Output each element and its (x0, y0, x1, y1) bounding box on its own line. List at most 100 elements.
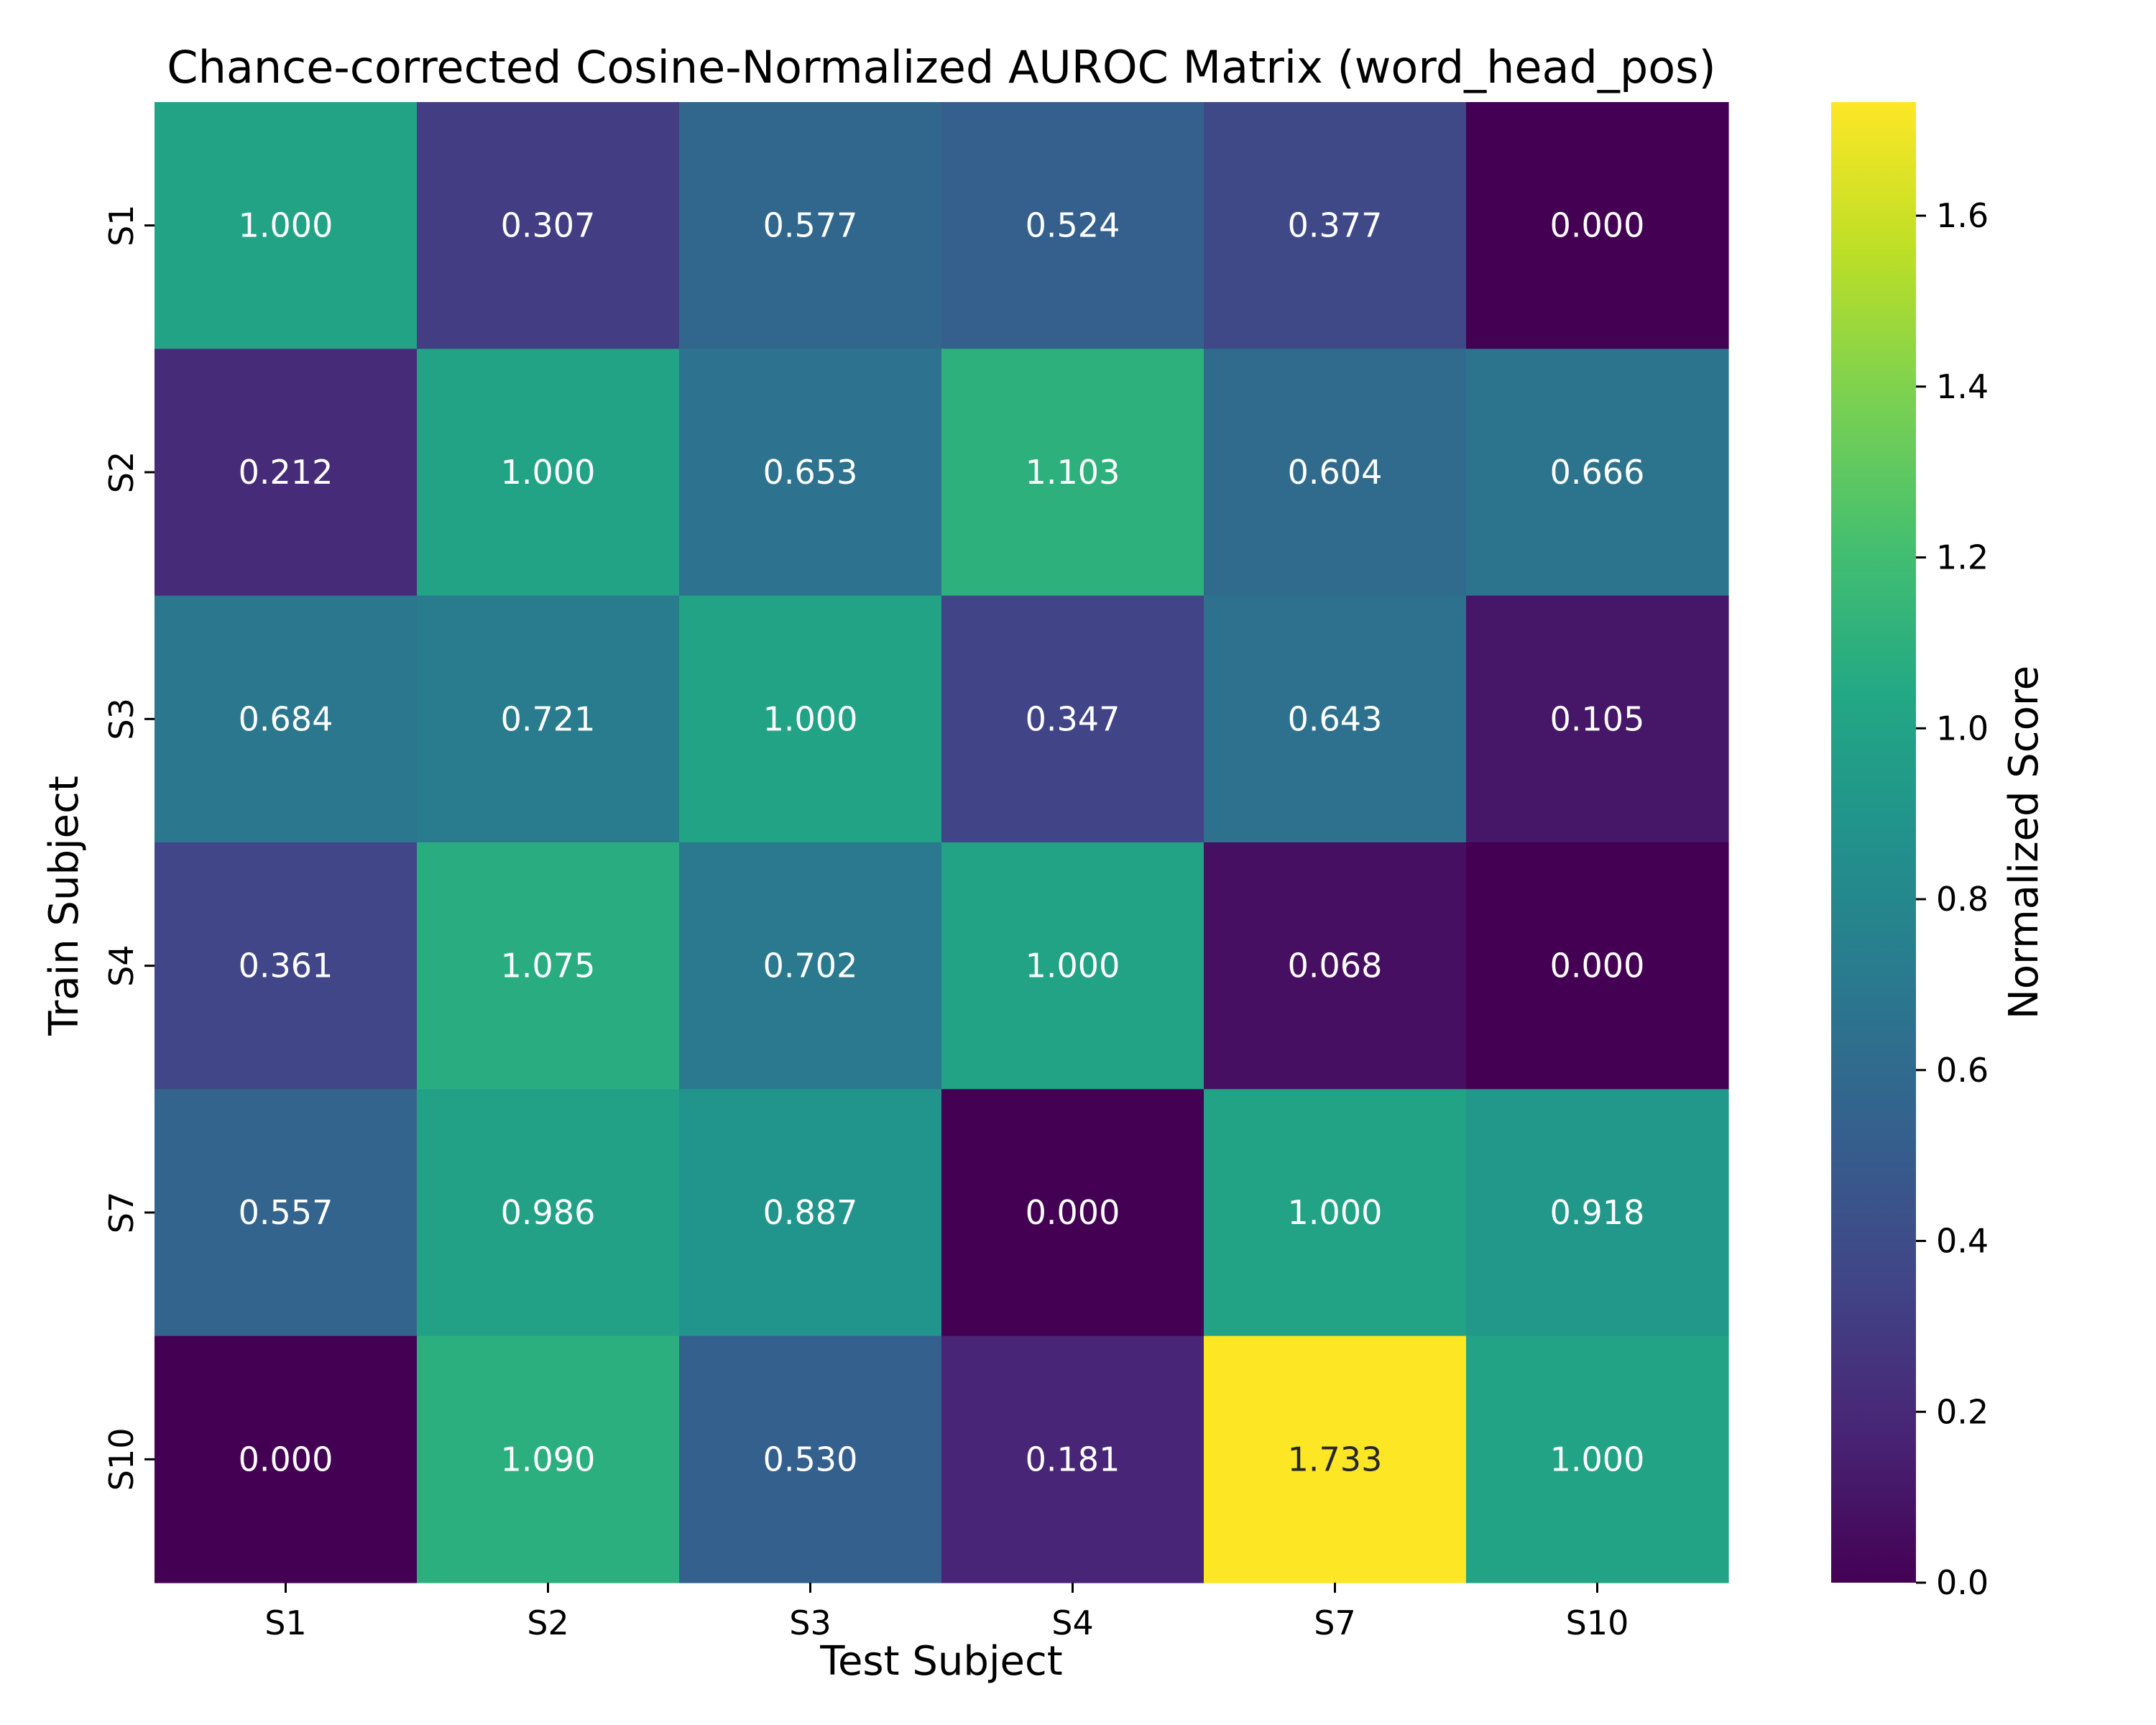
cell-value-label: 0.918 (1550, 1193, 1645, 1232)
cell-value-label: 1.000 (239, 206, 333, 245)
heatmap-cell (417, 1089, 680, 1337)
heatmap-cell (1466, 595, 1729, 843)
y-tick-label: S2 (102, 451, 141, 493)
cell-value-label: 0.604 (1288, 453, 1383, 492)
heatmap-cell (941, 1335, 1204, 1583)
x-tick-label: S2 (527, 1604, 568, 1642)
y-tick-label: S7 (102, 1192, 141, 1233)
x-tick-label: S3 (789, 1604, 831, 1642)
cell-value-label: 0.307 (501, 206, 596, 245)
cell-value-label: 0.000 (239, 1440, 333, 1478)
cell-value-label: 0.653 (763, 453, 858, 492)
cell-value-label: 1.090 (501, 1440, 596, 1478)
x-tick-label: S4 (1051, 1604, 1093, 1642)
x-tick-label: S7 (1314, 1604, 1355, 1642)
colorbar-tick-label: 0.0 (1936, 1563, 1989, 1602)
heatmap-cell (679, 842, 942, 1090)
heatmap-cell (1466, 1089, 1729, 1337)
heatmap-cell (1466, 349, 1729, 597)
heatmap-cell (941, 842, 1204, 1090)
cell-value-label: 0.000 (1026, 1193, 1120, 1232)
heatmap-cell (1204, 842, 1467, 1090)
cell-value-label: 0.361 (239, 947, 333, 985)
heatmap-cell (155, 1089, 418, 1337)
heatmap-cell (417, 595, 680, 843)
y-tick-label: S3 (102, 698, 141, 740)
heatmap-cell (679, 349, 942, 597)
cell-value-label: 0.105 (1550, 699, 1645, 738)
cell-value-label: 0.530 (763, 1440, 858, 1478)
colorbar-label: Normalized Score (2001, 666, 2047, 1019)
cell-value-label: 0.721 (501, 699, 596, 738)
cell-value-label: 1.000 (1550, 1440, 1645, 1478)
x-axis-ticks: S1 S2 S3 S4 S7 S10 (264, 1583, 1628, 1642)
x-tick-label: S10 (1566, 1604, 1629, 1642)
x-tick-label: S1 (264, 1604, 306, 1642)
colorbar (1831, 102, 1916, 1583)
cell-value-label: 1.000 (1288, 1193, 1383, 1232)
cell-value-label: 1.075 (501, 947, 596, 985)
cell-value-label: 0.377 (1288, 206, 1383, 245)
chart-title: Chance-corrected Cosine-Normalized AUROC… (167, 41, 1715, 93)
cell-value-label: 0.181 (1026, 1440, 1120, 1478)
cell-value-label: 1.000 (763, 699, 858, 738)
heatmap-cell (1204, 102, 1467, 349)
x-axis-label: Test Subject (819, 1638, 1062, 1685)
cell-value-label: 0.684 (239, 699, 333, 738)
colorbar-tick-label: 0.2 (1936, 1392, 1989, 1431)
cell-value-label: 1.103 (1026, 453, 1120, 492)
heatmap-cell (1466, 1335, 1729, 1583)
heatmap-cell (155, 349, 418, 597)
cell-value-label: 0.702 (763, 947, 858, 985)
colorbar-tick-label: 0.6 (1936, 1051, 1989, 1090)
heatmap-cell (1204, 349, 1467, 597)
cell-value-label: 0.643 (1288, 699, 1383, 738)
heatmap-cells: 1.000 0.307 0.577 0.524 0.377 0.000 0.212 1.000… (155, 102, 1729, 1583)
colorbar-tick-label: 1.2 (1936, 538, 1989, 577)
y-tick-label: S1 (102, 204, 141, 246)
colorbar-tick-label: 1.0 (1936, 709, 1989, 748)
colorbar-tick-label: 0.8 (1936, 880, 1989, 919)
cell-value-label: 0.000 (1550, 947, 1645, 985)
cell-value-label: 1.000 (501, 453, 596, 492)
heatmap-cell (1466, 842, 1729, 1090)
cell-value-label: 0.666 (1550, 453, 1645, 492)
heatmap-cell (679, 1335, 942, 1583)
cell-value-label: 0.524 (1026, 206, 1120, 245)
cell-value-label: 1.000 (1026, 947, 1120, 985)
heatmap-cell (941, 349, 1204, 597)
heatmap-cell (417, 349, 680, 597)
heatmap-cell (155, 1335, 418, 1583)
heatmap-cell (417, 842, 680, 1090)
colorbar-tick-label: 1.6 (1936, 196, 1989, 235)
cell-value-label: 1.733 (1288, 1440, 1383, 1478)
cell-value-label: 0.577 (763, 206, 858, 245)
heatmap-cell (1204, 1335, 1467, 1583)
cell-value-label: 0.212 (239, 453, 333, 492)
y-axis-ticks: S1 S2 S3 S4 S7 S10 (102, 204, 155, 1491)
cell-value-label: 0.887 (763, 1193, 858, 1232)
cell-value-label: 0.347 (1026, 699, 1120, 738)
cell-value-label: 0.986 (501, 1193, 596, 1232)
heatmap-cell (1204, 1089, 1467, 1337)
y-tick-label: S10 (102, 1427, 141, 1491)
colorbar-ticks: 0.0 0.2 0.4 0.6 0.8 1.0 1.2 1.4 1.6 (1916, 196, 1989, 1602)
heatmap-cell (417, 102, 680, 349)
y-tick-label: S4 (102, 944, 141, 986)
heatmap-cell (1204, 595, 1467, 843)
heatmap-cell (155, 842, 418, 1090)
cell-value-label: 0.068 (1288, 947, 1383, 985)
cell-value-label: 0.000 (1550, 206, 1645, 245)
heatmap-cell (679, 102, 942, 349)
colorbar-tick-label: 1.4 (1936, 367, 1989, 406)
heatmap-cell (679, 595, 942, 843)
heatmap-cell (941, 595, 1204, 843)
heatmap-cell (941, 102, 1204, 349)
colorbar-tick-label: 0.4 (1936, 1222, 1989, 1261)
heatmap-cell (1466, 102, 1729, 349)
heatmap-cell (155, 102, 418, 349)
cell-value-label: 0.557 (239, 1193, 333, 1232)
heatmap-cell (155, 595, 418, 843)
heatmap-cell (679, 1089, 942, 1337)
